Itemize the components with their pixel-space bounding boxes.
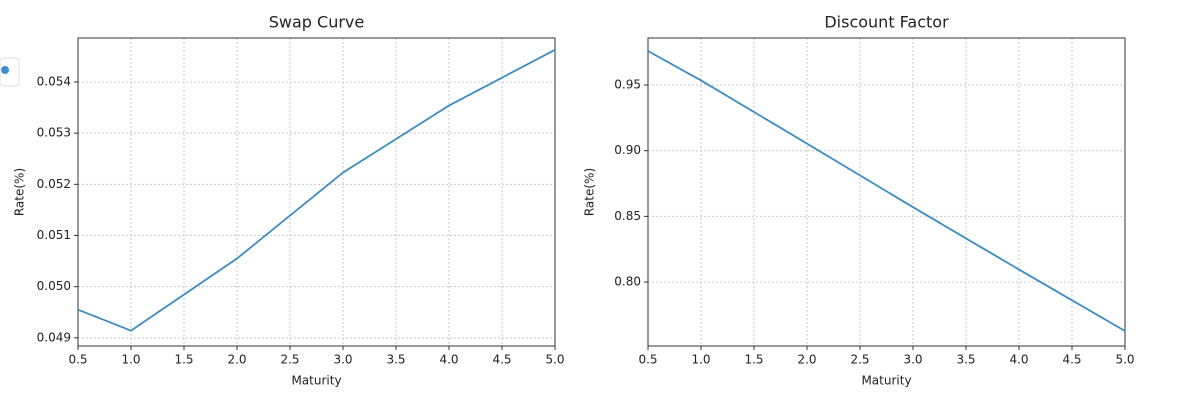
x-tick-label: 3.0	[333, 353, 352, 367]
x-tick-label: 2.0	[227, 353, 246, 367]
x-tick-label: 3.5	[956, 353, 975, 367]
plot-frame	[647, 37, 1126, 347]
x-tick-label: 3.5	[386, 353, 405, 367]
x-tick-label: 1.5	[744, 353, 763, 367]
y-tick-label: 0.051	[37, 228, 71, 242]
y-axis-label: Rate(%)	[13, 168, 27, 216]
x-axis-label: Maturity	[861, 374, 911, 388]
y-tick-label: 0.050	[37, 279, 71, 293]
y-tick-label: 0.90	[614, 143, 641, 157]
x-axis-label: Maturity	[291, 374, 341, 388]
side-icon	[0, 57, 20, 87]
x-tick-label: 2.5	[280, 353, 299, 367]
x-tick-label: 2.0	[797, 353, 816, 367]
x-tick-label: 5.0	[1115, 353, 1134, 367]
y-tick-label: 0.85	[614, 209, 641, 223]
x-tick-label: 4.5	[492, 353, 511, 367]
x-tick-label: 1.5	[174, 353, 193, 367]
y-tick-label: 0.049	[37, 330, 71, 344]
y-tick-label: 0.052	[37, 177, 71, 191]
x-tick-label: 1.0	[121, 353, 140, 367]
x-tick-label: 0.5	[638, 353, 657, 367]
plot-frame	[77, 37, 556, 347]
x-tick-label: 1.0	[691, 353, 710, 367]
x-tick-label: 4.0	[439, 353, 458, 367]
y-tick-label: 0.95	[614, 78, 641, 92]
x-tick-label: 3.0	[903, 353, 922, 367]
x-tick-label: 4.0	[1009, 353, 1028, 367]
y-tick-label: 0.054	[37, 75, 71, 89]
line-series	[647, 50, 1126, 332]
x-tick-label: 0.5	[68, 353, 87, 367]
y-axis-label: Rate(%)	[583, 168, 597, 216]
chart-title: Swap Curve	[269, 13, 365, 32]
x-tick-label: 4.5	[1062, 353, 1081, 367]
y-tick-label: 0.053	[37, 126, 71, 140]
x-tick-label: 2.5	[850, 353, 869, 367]
chart-title: Discount Factor	[824, 13, 949, 32]
line-series	[77, 48, 556, 332]
y-tick-label: 0.80	[614, 275, 641, 289]
side-icon-dot	[1, 66, 9, 74]
x-tick-label: 5.0	[545, 353, 564, 367]
